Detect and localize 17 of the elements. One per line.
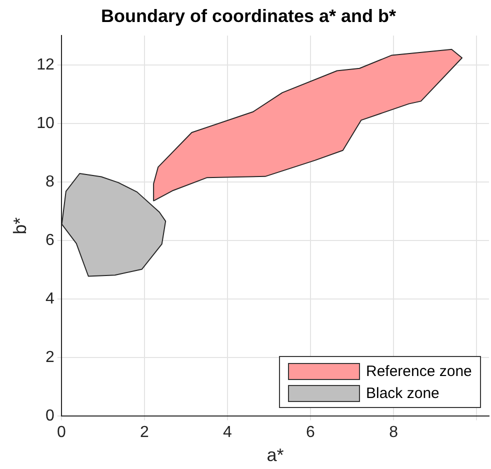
legend-label: Black zone [366,384,440,402]
x-axis-title: a* [266,445,284,466]
y-tick-label: 12 [36,56,54,74]
y-tick-label: 8 [45,173,54,190]
y-tick-label: 6 [45,232,54,249]
x-tick-label: 8 [389,424,398,442]
legend-label: Reference zone [366,362,472,380]
x-tick-label: 6 [306,424,316,442]
y-tick-label: 0 [45,408,54,425]
x-tick-label: 0 [56,424,66,442]
y-tick-label: 4 [45,290,54,308]
y-tick-label: 10 [36,114,54,132]
chart-title: Boundary of coordinates a* and b* [100,6,396,26]
y-tick-label: 2 [45,349,54,366]
y-axis-title: b* [10,217,30,234]
x-tick-label: 4 [223,424,232,442]
x-tick-label: 2 [140,424,149,442]
